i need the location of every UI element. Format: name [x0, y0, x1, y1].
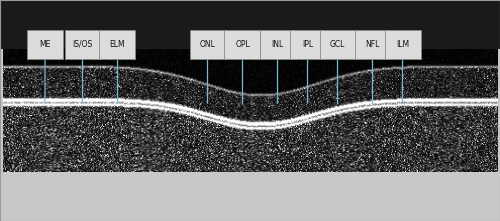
Text: OPL: OPL [235, 40, 250, 49]
FancyBboxPatch shape [290, 30, 326, 59]
Text: IPL: IPL [302, 40, 313, 49]
FancyBboxPatch shape [27, 30, 63, 59]
Text: ONL: ONL [200, 40, 216, 49]
Bar [0, 0, 500, 49]
Text: ELM: ELM [110, 40, 126, 49]
Text: GCL: GCL [330, 40, 345, 49]
Text: INL: INL [272, 40, 283, 49]
Text: ME: ME [40, 40, 50, 49]
FancyBboxPatch shape [224, 30, 260, 59]
FancyBboxPatch shape [384, 30, 420, 59]
FancyBboxPatch shape [260, 30, 296, 59]
Text: NFL: NFL [366, 40, 380, 49]
FancyBboxPatch shape [354, 30, 390, 59]
Text: ILM: ILM [396, 40, 409, 49]
FancyBboxPatch shape [100, 30, 136, 59]
Text: IS/OS: IS/OS [72, 40, 92, 49]
FancyBboxPatch shape [190, 30, 226, 59]
FancyBboxPatch shape [320, 30, 356, 59]
FancyBboxPatch shape [64, 30, 100, 59]
